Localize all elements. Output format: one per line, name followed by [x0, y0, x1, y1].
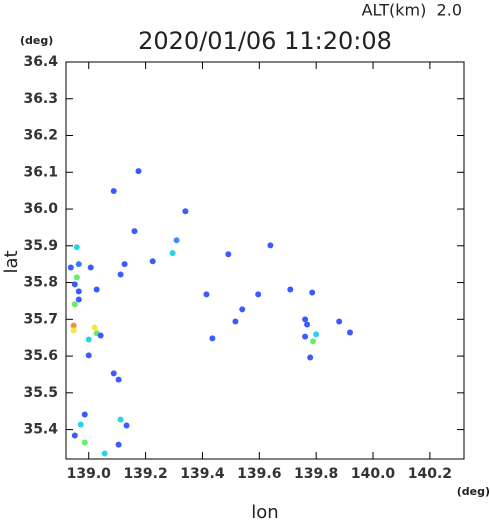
y-tick-label: 36.4	[23, 54, 58, 70]
echo-point	[302, 333, 309, 340]
echo-point	[336, 318, 343, 325]
echo-point	[81, 411, 88, 418]
echo-point	[209, 335, 216, 342]
echo-point	[255, 291, 262, 298]
x-unit: (deg)	[457, 485, 490, 498]
echo-point	[70, 327, 77, 334]
echo-point	[304, 321, 311, 328]
echo-point	[149, 258, 156, 265]
echo-point	[239, 306, 246, 313]
x-tick-label: 139.6	[237, 466, 281, 482]
echo-point	[101, 450, 108, 457]
echo-point	[71, 281, 78, 288]
echo-point	[135, 168, 142, 175]
echo-point	[73, 244, 80, 251]
echo-point	[307, 354, 314, 361]
y-tick-label: 36.3	[23, 91, 58, 107]
y-tick-label: 35.7	[23, 311, 58, 327]
echo-point	[302, 316, 309, 323]
y-tick-label: 35.5	[23, 385, 58, 401]
echo-point	[203, 291, 210, 298]
echo-point	[87, 264, 94, 271]
x-tick-label: 139.8	[294, 466, 338, 482]
echo-point	[117, 416, 124, 423]
x-tick-label: 139.4	[180, 466, 225, 482]
echo-point	[93, 286, 100, 293]
echo-point	[71, 432, 78, 439]
echo-point	[121, 261, 128, 268]
echo-point	[267, 242, 274, 249]
echo-point	[81, 439, 88, 446]
echo-point	[85, 352, 92, 359]
echo-point	[71, 301, 78, 308]
echo-point	[310, 338, 317, 345]
echo-point	[117, 271, 124, 278]
echo-point	[313, 331, 320, 338]
subtitle: ALT(km) 2.0	[362, 1, 462, 20]
echo-point	[115, 376, 122, 383]
echo-point	[173, 237, 180, 244]
x-tick-label: 140.2	[408, 466, 452, 482]
y-tick-label: 35.6	[23, 348, 58, 364]
echo-point	[75, 296, 82, 303]
y-tick-label: 36.2	[23, 128, 58, 144]
echo-point	[309, 289, 316, 296]
y-tick-label: 35.8	[23, 275, 58, 291]
echo-point	[115, 441, 122, 448]
echo-point	[287, 286, 294, 293]
echo-point	[225, 251, 232, 258]
y-unit: (deg)	[20, 34, 53, 47]
echo-point	[347, 329, 354, 336]
x-tick-label: 140.0	[351, 466, 396, 482]
y-tick-label: 35.9	[23, 238, 58, 254]
echo-point	[169, 250, 176, 257]
x-axis-label: lon	[251, 502, 278, 521]
echo-point	[67, 264, 74, 271]
x-tick-label: 139.0	[67, 466, 112, 482]
chart-title: 2020/01/06 11:20:08	[138, 27, 392, 55]
echo-point	[77, 421, 84, 428]
y-tick-label: 36.0	[23, 201, 58, 217]
echo-point	[75, 261, 82, 268]
echo-point	[75, 288, 82, 295]
echo-point	[70, 322, 77, 329]
echo-point	[110, 370, 117, 377]
y-axis-label: lat	[1, 250, 22, 273]
echo-point	[123, 422, 130, 429]
y-tick-label: 36.1	[23, 164, 58, 180]
y-tick-label: 35.4	[23, 422, 58, 438]
echo-point	[97, 332, 104, 339]
echo-point	[232, 318, 239, 325]
echo-point	[182, 208, 189, 215]
x-tick-label: 139.2	[123, 466, 167, 482]
echo-point	[91, 324, 98, 331]
echo-point	[110, 188, 117, 195]
echo-point	[131, 228, 138, 235]
plot-frame	[65, 61, 465, 460]
echo-point	[85, 336, 92, 343]
echo-point	[73, 274, 80, 281]
